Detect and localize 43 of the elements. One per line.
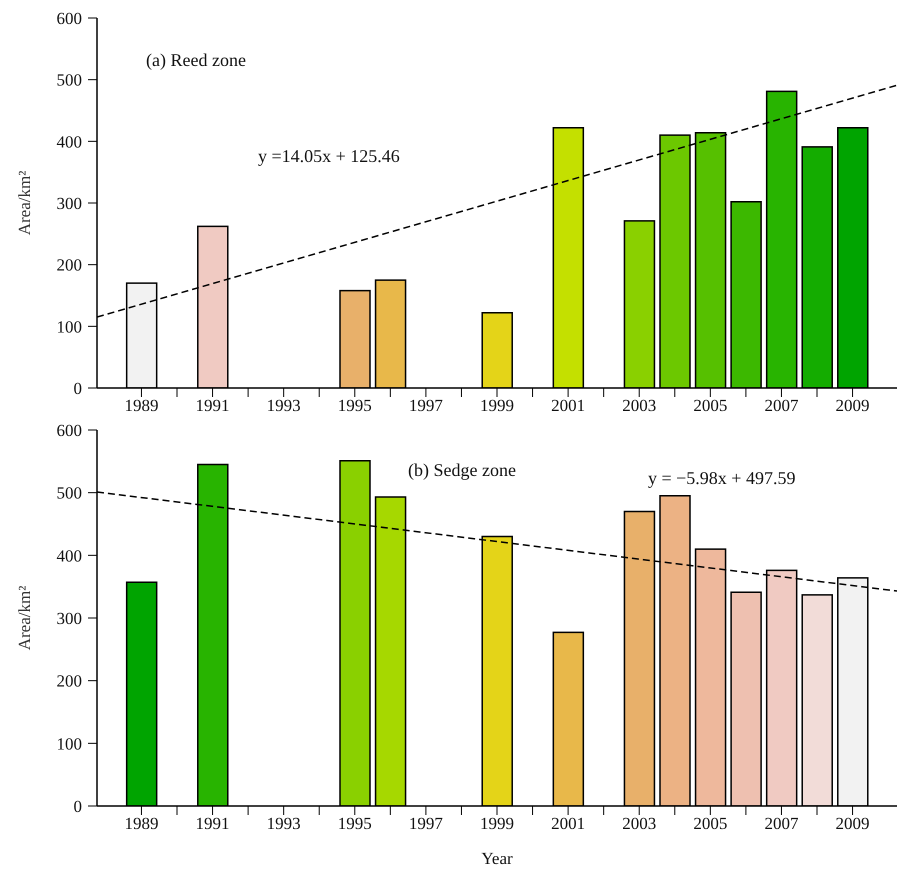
y-tick-label: 200 — [56, 256, 82, 275]
x-tick-label: 2005 — [693, 396, 728, 416]
x-tick-label: 2009 — [836, 396, 870, 416]
x-tick-label: 1999 — [480, 396, 514, 416]
y-tick-label: 100 — [56, 317, 82, 336]
annotation: y =14.05x + 125.46 — [258, 146, 400, 167]
x-tick-label: 2001 — [551, 814, 586, 834]
y-tick-label: 100 — [56, 734, 82, 754]
x-tick-label: 1995 — [338, 396, 372, 416]
y-tick-label: 400 — [56, 546, 82, 566]
y-tick-label: 600 — [56, 420, 82, 440]
x-tick-label: 2003 — [622, 396, 656, 416]
text: (b) Sedge zone — [408, 460, 516, 481]
x-axis-title: Year — [481, 849, 513, 868]
text: (a) Reed zone — [146, 50, 246, 71]
x-tick-label: 2007 — [764, 396, 799, 416]
x-tick-label: 1997 — [408, 814, 444, 834]
y-axis-title: Area/km² — [15, 586, 34, 650]
y-tick-label: 600 — [56, 8, 82, 28]
x-tick-label: 2009 — [836, 814, 870, 834]
y-tick-label: 300 — [56, 608, 82, 628]
x-tick-label: 1991 — [196, 396, 230, 416]
x-tick-label: 1993 — [266, 814, 301, 834]
x-tick-label: 1997 — [408, 396, 444, 416]
x-tick-label: 2007 — [764, 814, 799, 834]
x-tick-label: 2003 — [622, 814, 656, 834]
x-tick-label: 2001 — [551, 396, 586, 416]
y-tick-label: 200 — [56, 672, 82, 691]
x-tick-label: 1989 — [124, 396, 158, 416]
y-tick-label: 300 — [56, 194, 82, 213]
annotation: y = −5.98x + 497.59 — [648, 468, 796, 489]
x-tick-label: 2005 — [693, 814, 728, 834]
x-tick-label: 1999 — [480, 814, 514, 834]
x-tick-label: 1993 — [266, 396, 301, 416]
y-tick-label: 500 — [56, 70, 82, 90]
x-tick-label: 1991 — [196, 814, 230, 834]
y-tick-label: 0 — [74, 378, 82, 398]
y-axis-title: Area/km² — [15, 170, 34, 236]
x-tick-label: 1989 — [124, 814, 158, 834]
y-tick-label: 500 — [56, 484, 82, 503]
x-tick-label: 1995 — [338, 814, 372, 834]
y-tick-label: 0 — [74, 796, 82, 816]
y-tick-label: 400 — [56, 132, 82, 152]
